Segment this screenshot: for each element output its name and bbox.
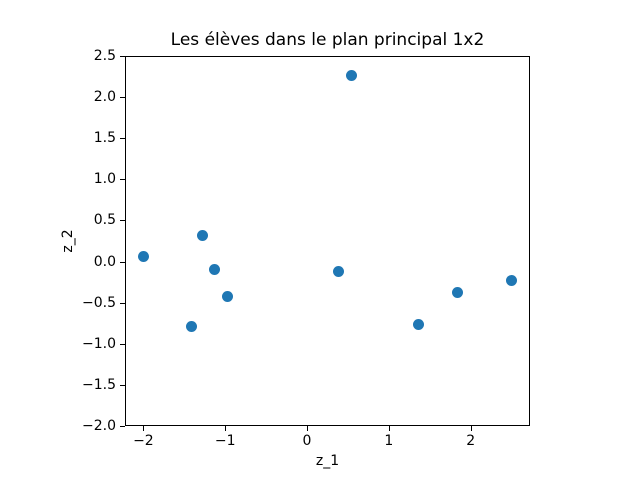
y-axis-tick-label: −1.0 — [82, 335, 116, 352]
scatter-point — [209, 263, 221, 275]
y-axis-tick — [120, 56, 125, 57]
y-axis-tick-label: −1.5 — [82, 376, 116, 393]
y-axis-tick-label: 0.0 — [93, 253, 116, 270]
scatter-point — [196, 229, 208, 241]
scatter-point — [137, 251, 149, 263]
y-axis-tick — [120, 179, 125, 181]
y-axis-tick — [120, 343, 125, 345]
x-axis-tick — [225, 426, 227, 431]
scatter-point — [412, 318, 424, 330]
y-axis-tick-label: 1.5 — [93, 130, 116, 147]
y-axis-tick — [120, 261, 125, 263]
scatter-point — [222, 290, 234, 302]
y-axis-tick-label: 2.0 — [93, 89, 116, 106]
x-axis-tick — [470, 426, 472, 431]
x-axis-tick-label: −1 — [214, 433, 236, 449]
scatter-point — [332, 265, 344, 277]
x-axis-tick-label: 2 — [466, 433, 476, 449]
y-axis-tick — [120, 220, 125, 222]
y-axis-tick-label: 0.5 — [93, 212, 116, 229]
scatter-point — [452, 287, 464, 299]
x-axis-tick-label: 0 — [302, 433, 312, 449]
y-axis-tick-label: −0.5 — [82, 294, 116, 311]
y-axis-tick — [120, 97, 125, 99]
y-axis-tick — [120, 138, 125, 140]
y-axis-tick — [120, 302, 125, 304]
y-axis-label: z_2 — [60, 229, 76, 253]
x-axis-tick-label: −2 — [133, 433, 154, 449]
scatter-point — [186, 321, 198, 332]
y-axis-tick-label: 2.5 — [93, 48, 116, 64]
y-axis-tick-label: −2.0 — [82, 418, 116, 434]
plot-area — [125, 56, 530, 426]
scatter-point — [506, 275, 518, 286]
x-axis-tick — [388, 426, 390, 431]
chart-title: Les élèves dans le plan principal 1x2 — [170, 30, 485, 50]
scatter-point — [345, 70, 357, 82]
x-axis-tick — [307, 426, 308, 431]
y-axis-tick — [120, 384, 125, 386]
x-axis-tick — [143, 426, 145, 431]
x-axis-tick-label: 1 — [384, 433, 394, 449]
y-axis-tick — [120, 426, 125, 427]
y-axis-tick-label: 1.0 — [93, 171, 116, 188]
x-axis-label: z_1 — [315, 453, 340, 469]
